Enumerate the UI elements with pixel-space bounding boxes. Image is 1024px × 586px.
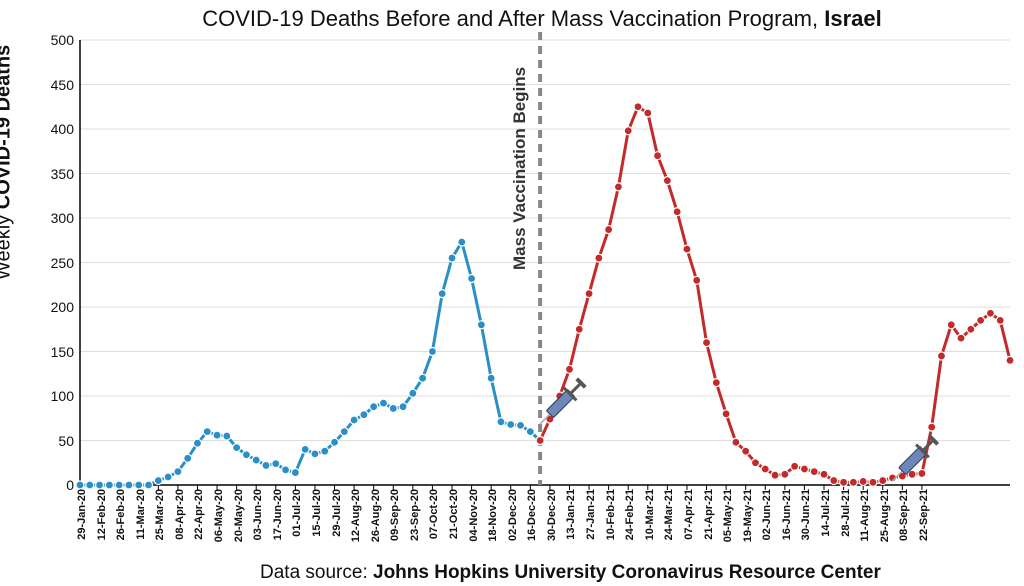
x-tick: 06-May-20 [213,489,225,542]
x-tick: 07-Apr-21 [683,489,695,540]
y-label-bold: COVID-19 Deaths [0,45,15,210]
x-tick: 20-May-20 [233,489,245,542]
annotation-label: Mass Vaccination Begins [510,67,530,270]
x-tick: 29-Jan-20 [76,489,88,540]
x-tick: 24-Mar-21 [663,489,675,540]
x-tick: 21-Oct-20 [448,489,460,539]
chart-container: COVID-19 Deaths Before and After Mass Va… [0,0,1024,586]
x-tick: 11-Aug-21 [859,489,871,542]
x-tick: 12-Aug-20 [350,489,362,542]
x-tick: 08-Apr-20 [174,489,186,540]
y-tick: 500 [51,32,74,48]
x-tick: 12-Feb-20 [96,489,108,540]
plot-svg [80,40,1010,485]
y-tick: 100 [51,388,74,404]
x-tick: 30-Jun-21 [800,489,812,540]
x-tick: 09-Sep-20 [389,489,401,541]
x-tick: 23-Sep-20 [409,489,421,541]
x-tick: 13-Jan-21 [565,489,577,540]
x-tick: 14-Jul-21 [820,489,832,537]
title-prefix: COVID-19 Deaths Before and After Mass Va… [202,6,824,31]
x-tick: 28-Jul-21 [840,489,852,537]
y-tick: 350 [51,166,74,182]
x-tick: 25-Mar-20 [154,489,166,540]
x-tick: 10-Feb-21 [605,489,617,540]
x-tick: 26-Feb-20 [115,489,127,540]
x-tick: 18-Nov-20 [487,489,499,542]
x-tick: 15-Jul-20 [311,489,323,537]
x-tick: 02-Dec-20 [507,489,519,541]
x-tick: 16-Dec-20 [526,489,538,541]
x-tick: 02-Jun-21 [761,489,773,540]
x-tick: 22-Sep-21 [918,489,930,541]
x-tick: 24-Feb-21 [624,489,636,540]
y-tick: 150 [51,344,74,360]
y-tick: 200 [51,299,74,315]
y-tick: 300 [51,210,74,226]
y-tick: 450 [51,77,74,93]
x-tick: 11-Mar-20 [135,489,147,540]
y-tick: 250 [51,255,74,271]
x-tick: 17-Jun-20 [272,489,284,540]
plot-area: 05010015020025030035040045050029-Jan-201… [80,40,1010,485]
source-bold: Johns Hopkins University Coronavirus Res… [373,562,881,583]
y-tick: 50 [58,433,74,449]
x-tick: 30-Dec-20 [546,489,558,541]
x-tick: 29-Jul-20 [331,489,343,537]
y-label-prefix: Weekly [0,209,15,280]
y-tick: 0 [66,477,74,493]
chart-title: COVID-19 Deaths Before and After Mass Va… [80,6,1004,32]
x-tick: 07-Oct-20 [428,489,440,539]
x-tick: 04-Nov-20 [468,489,480,542]
x-tick: 08-Sep-21 [898,489,910,541]
x-tick: 01-Jul-20 [291,489,303,537]
x-tick: 19-May-21 [742,489,754,542]
data-source: Data source: Johns Hopkins University Co… [260,562,881,584]
x-tick: 27-Jan-21 [585,489,597,540]
y-tick: 400 [51,121,74,137]
x-tick: 16-Jun-21 [781,489,793,540]
x-tick: 22-Apr-20 [193,489,205,540]
x-tick: 10-Mar-21 [644,489,656,540]
x-tick: 26-Aug-20 [370,489,382,542]
x-tick: 05-May-21 [722,489,734,542]
x-tick: 03-Jun-20 [252,489,264,540]
x-tick: 25-Aug-21 [879,489,891,542]
title-bold: Israel [824,6,882,31]
source-prefix: Data source: [260,562,373,583]
x-tick: 21-Apr-21 [703,489,715,540]
y-axis-label: Weekly COVID-19 Deaths [0,45,16,280]
